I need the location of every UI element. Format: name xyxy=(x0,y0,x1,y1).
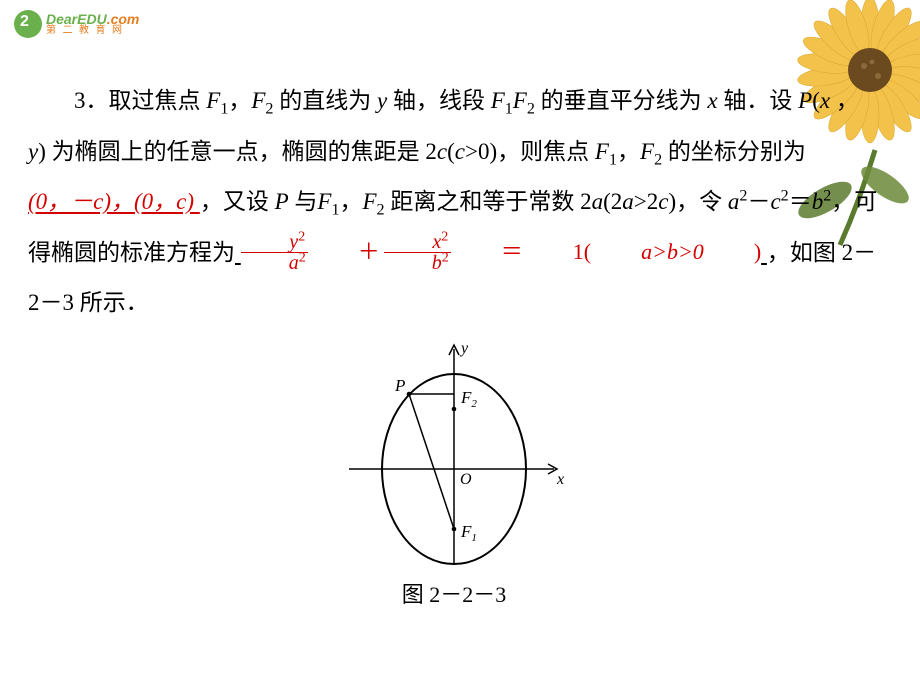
eq-sign: ＝ xyxy=(455,240,523,264)
txt: (2 xyxy=(603,189,622,214)
frac-x2-b2: x2 b2 xyxy=(384,232,451,273)
paragraph: 3．取过焦点 F1，F2 的直线为 y 轴，线段 F1F2 的垂直平分线为 x … xyxy=(28,76,880,329)
answer-coords: (0，－c)，(0，c) xyxy=(28,189,200,214)
sub-2c: 2 xyxy=(654,151,662,168)
txt: ， xyxy=(228,88,251,113)
logo-area: DearEDU.com 第 二 教 育 网 xyxy=(14,10,139,38)
txt: >2 xyxy=(634,189,658,214)
fig-F1: F xyxy=(460,522,472,541)
var-F: F xyxy=(491,88,505,113)
var-F2: F xyxy=(251,88,265,113)
eq-cond: a>b>0 xyxy=(595,240,704,264)
sub-1c: 1 xyxy=(609,151,617,168)
fb: b xyxy=(432,252,442,274)
fig-P: P xyxy=(394,376,405,395)
txt: 为椭圆上的任意一点，椭圆的焦距是 2 xyxy=(46,139,437,164)
txt: 距离之和等于常数 2 xyxy=(385,189,592,214)
eq-one: 1( xyxy=(527,240,591,264)
sub-2b: 2 xyxy=(527,101,535,118)
var-P: P xyxy=(798,88,812,113)
var-F2d: F xyxy=(362,189,376,214)
logo-subtitle: 第 二 教 育 网 xyxy=(46,26,139,36)
svg-text:F1: F1 xyxy=(460,522,477,544)
var-F2c: F xyxy=(640,139,654,164)
f2b: 2 xyxy=(299,250,306,265)
var-y: y xyxy=(377,88,387,113)
txt: 的垂直平分线为 xyxy=(535,88,708,113)
var-b: b xyxy=(812,189,824,214)
txt: 的直线为 xyxy=(273,88,377,113)
var-x: x xyxy=(707,88,717,113)
answer-equation: y2 a2 ＋ x2 b2 ＝1(a>b>0) xyxy=(235,240,767,265)
f2: 2 xyxy=(298,229,305,244)
txt: 3．取过焦点 xyxy=(74,88,206,113)
logo-mark xyxy=(14,10,42,38)
fy: y xyxy=(289,231,298,253)
figure-caption: 图 2－2－3 xyxy=(28,571,880,619)
txt: ， xyxy=(617,139,640,164)
fa: a xyxy=(289,252,299,274)
f2c: 2 xyxy=(441,229,448,244)
var-c: c xyxy=(437,139,447,164)
txt: 轴．设 xyxy=(718,88,799,113)
var-Fb: F xyxy=(513,88,527,113)
logo-text: DearEDU.com 第 二 教 育 网 xyxy=(46,12,139,36)
frac-den2: b2 xyxy=(384,253,451,273)
var-a: a xyxy=(592,189,604,214)
txt: ＝ xyxy=(789,189,812,214)
frac-num2: x2 xyxy=(384,232,450,252)
frac-num: y2 xyxy=(241,232,307,252)
var-c3: c xyxy=(658,189,668,214)
var-a3: a xyxy=(728,189,740,214)
var-c4: c xyxy=(770,189,780,214)
fig-y: y xyxy=(459,340,469,357)
var-a2: a xyxy=(622,189,634,214)
sub-2d: 2 xyxy=(377,202,385,219)
fx: x xyxy=(432,231,441,253)
fig-x: x xyxy=(556,471,564,488)
frac-y2-a2: y2 a2 xyxy=(241,232,308,273)
var-c2: c xyxy=(455,139,465,164)
txt: 与 xyxy=(289,189,318,214)
var-F1: F xyxy=(206,88,220,113)
f2d: 2 xyxy=(442,250,449,265)
eq-close: ) xyxy=(708,240,761,264)
txt: 的坐标分别为 xyxy=(662,139,806,164)
var-F1c: F xyxy=(595,139,609,164)
txt: ( xyxy=(812,88,820,113)
var-px: x xyxy=(820,88,830,113)
txt: ， xyxy=(339,189,362,214)
frac-den: a2 xyxy=(241,253,308,273)
svg-text:F2: F2 xyxy=(460,388,477,410)
sub-1b: 1 xyxy=(505,101,513,118)
fig-F2: F xyxy=(460,388,472,407)
txt: 轴，线段 xyxy=(387,88,491,113)
txt: ( xyxy=(447,139,455,164)
sup-c: 2 xyxy=(781,188,789,205)
txt: )，令 xyxy=(668,189,727,214)
main-content: 3．取过焦点 F1，F2 的直线为 y 轴，线段 F1F2 的垂直平分线为 x … xyxy=(28,76,880,619)
var-P2: P xyxy=(275,189,289,214)
var-py: y xyxy=(28,139,38,164)
equation-fraction: y2 a2 ＋ x2 b2 ＝1(a>b>0) xyxy=(241,232,761,273)
logo-brand: DearEDU.com xyxy=(46,12,139,26)
txt: >0)，则焦点 xyxy=(465,139,595,164)
var-F1d: F xyxy=(317,189,331,214)
fig-F2s: 2 xyxy=(471,398,477,410)
txt: － xyxy=(747,189,770,214)
txt: ，又设 xyxy=(200,189,275,214)
txt: ) xyxy=(38,139,46,164)
ellipse-figure: P F2 F1 O x y xyxy=(339,339,569,569)
txt: ， xyxy=(830,88,859,113)
fig-F1s: 1 xyxy=(471,532,477,544)
plus-sign: ＋ xyxy=(312,240,380,264)
fig-O: O xyxy=(460,471,472,488)
